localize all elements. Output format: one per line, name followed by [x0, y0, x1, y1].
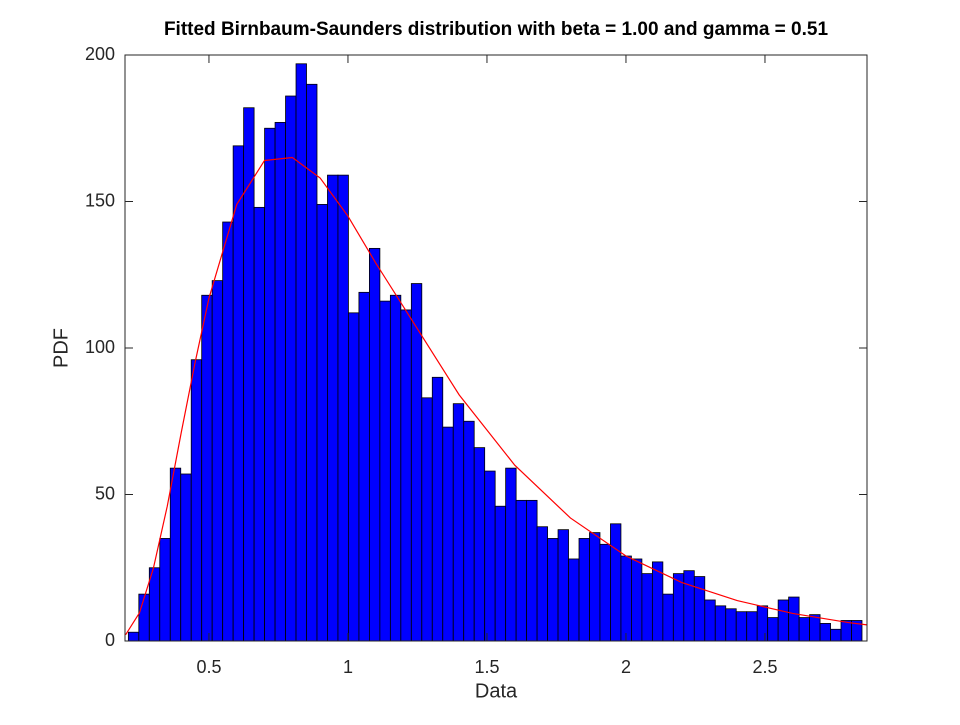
bar — [662, 593, 674, 642]
bar — [379, 300, 391, 642]
bar — [725, 608, 737, 642]
bar — [620, 555, 632, 642]
x-tick-label: 0.5 — [196, 657, 221, 677]
bar — [473, 447, 486, 642]
bar — [735, 611, 748, 642]
bar — [222, 221, 234, 642]
bar — [389, 294, 402, 642]
bar — [358, 291, 370, 642]
bar — [463, 420, 475, 642]
bar — [337, 174, 349, 642]
bar — [368, 247, 381, 642]
bar — [547, 538, 559, 642]
bar — [127, 631, 140, 642]
x-tick-label: 2.5 — [752, 657, 777, 677]
bar — [651, 561, 664, 642]
y-tick-label: 0 — [105, 630, 115, 650]
bar — [264, 127, 276, 642]
bar — [819, 623, 831, 642]
bar — [253, 206, 265, 642]
bar — [568, 558, 580, 642]
bar — [180, 473, 192, 642]
bar — [190, 359, 203, 642]
bar — [494, 505, 507, 642]
bar — [452, 403, 465, 642]
y-tick-label: 100 — [85, 337, 115, 357]
bar — [683, 570, 695, 642]
bar — [295, 63, 307, 642]
bar — [641, 573, 653, 642]
bar — [274, 121, 286, 642]
bar — [536, 526, 548, 642]
bar — [232, 145, 245, 642]
bar — [672, 573, 685, 642]
bar — [840, 620, 852, 642]
bar — [610, 523, 622, 642]
bar — [484, 470, 496, 642]
bar — [809, 614, 821, 642]
bar — [830, 628, 842, 642]
bar — [693, 576, 706, 642]
bar — [746, 611, 758, 642]
bar — [327, 174, 339, 642]
bar — [211, 280, 224, 642]
chart-title: Fitted Birnbaum-Saunders distribution wi… — [164, 19, 829, 40]
bar — [169, 467, 182, 642]
bar — [138, 593, 150, 642]
x-tick-label: 1.5 — [474, 657, 499, 677]
bar — [756, 605, 769, 642]
bar — [421, 397, 433, 642]
bar — [201, 294, 213, 642]
bar — [714, 605, 727, 642]
bar — [348, 312, 360, 642]
bar — [798, 617, 810, 642]
bar — [243, 107, 255, 642]
bar — [788, 596, 800, 642]
bar — [505, 467, 517, 642]
fitted-curve — [125, 156, 868, 636]
bar — [285, 95, 297, 642]
bar — [631, 558, 643, 642]
bar — [557, 529, 569, 642]
y-tick-label: 50 — [95, 483, 115, 503]
bar — [599, 543, 611, 642]
x-tick-label: 2 — [621, 657, 631, 677]
bar — [704, 599, 716, 642]
bar — [767, 617, 779, 642]
bar — [148, 567, 161, 642]
bar — [306, 83, 318, 642]
bar — [159, 538, 171, 642]
y-axis-label: PDF — [50, 328, 72, 368]
bar — [515, 499, 528, 642]
x-tick-label: 1 — [343, 657, 353, 677]
bar — [316, 204, 328, 642]
y-tick-label: 150 — [85, 190, 115, 210]
bar — [431, 376, 444, 642]
y-tick-label: 200 — [85, 44, 115, 64]
bar — [777, 599, 790, 642]
bar — [578, 538, 590, 642]
bar — [589, 532, 601, 642]
bar — [400, 309, 412, 642]
bar — [442, 426, 454, 642]
bar — [526, 499, 538, 642]
x-axis-label: Data — [475, 680, 518, 702]
bar — [410, 283, 423, 642]
